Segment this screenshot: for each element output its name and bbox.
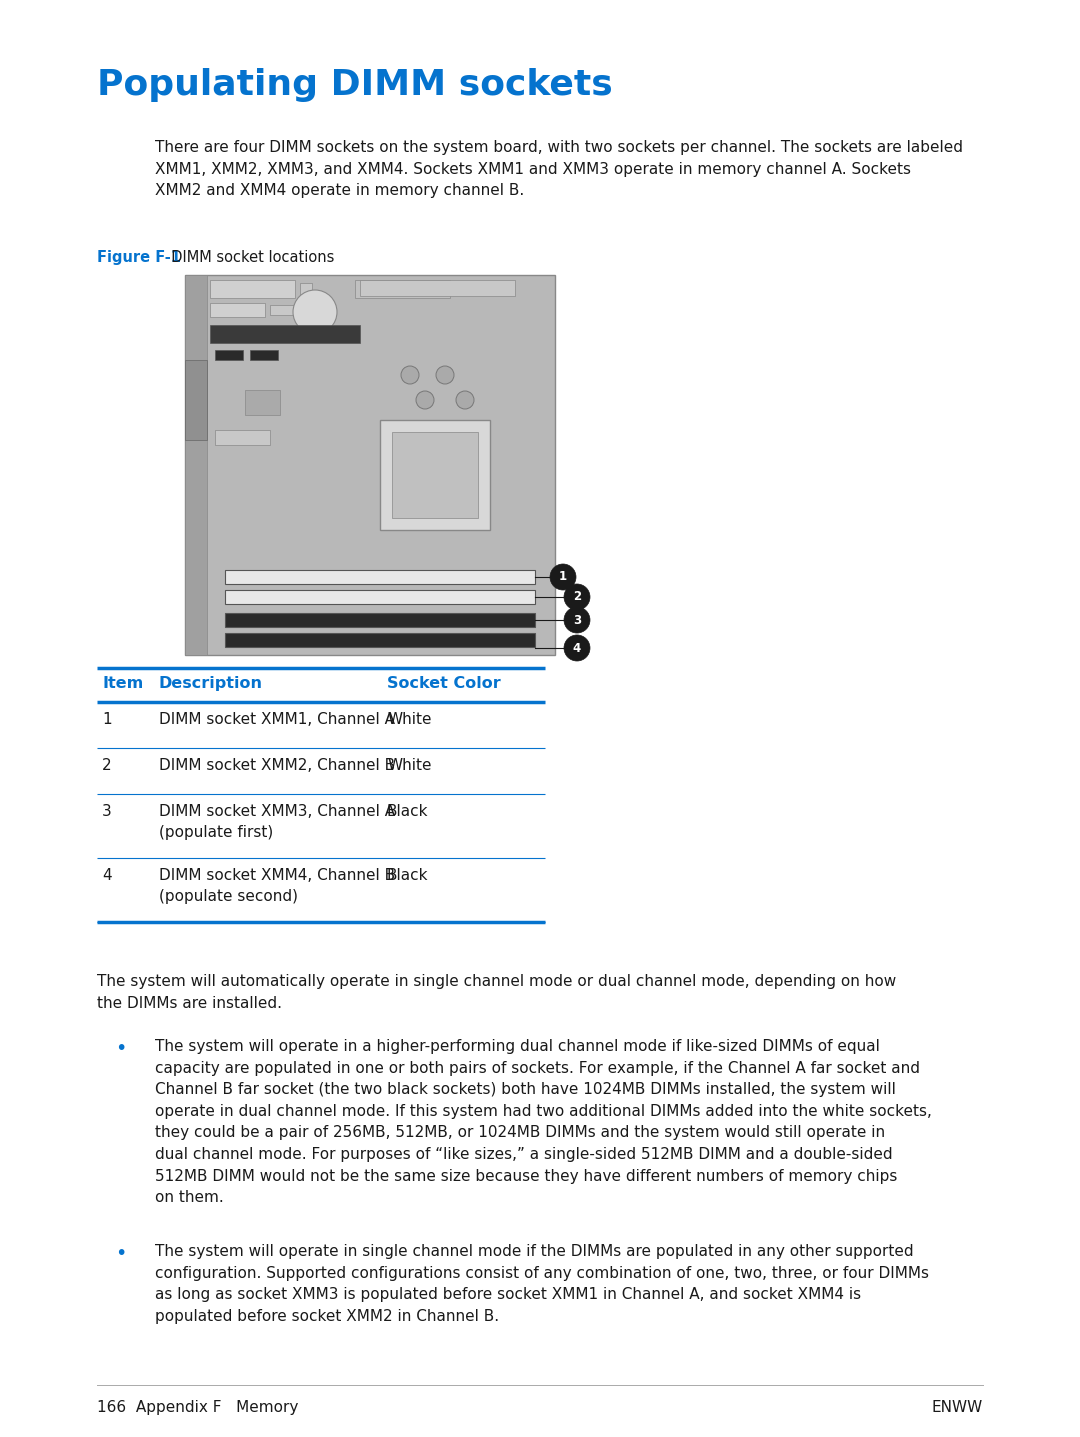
Bar [185,274,555,655]
Text: DIMM socket XMM4, Channel B
(populate second): DIMM socket XMM4, Channel B (populate se… [159,868,395,904]
Text: DIMM socket XMM1, Channel A: DIMM socket XMM1, Channel A [159,711,395,727]
Bar [270,305,295,315]
Text: DIMM socket locations: DIMM socket locations [162,250,335,264]
Text: Item: Item [102,675,144,691]
Bar [245,389,280,415]
Bar [225,634,535,647]
Bar [215,351,243,361]
Circle shape [564,583,590,609]
Text: 2: 2 [102,757,111,773]
Text: •: • [114,1039,126,1058]
Circle shape [564,606,590,634]
Bar [300,283,312,295]
Text: Figure F-1: Figure F-1 [97,250,181,264]
Bar [249,351,278,361]
Text: 4: 4 [572,641,581,654]
Circle shape [456,391,474,410]
Text: Black: Black [387,803,429,819]
Text: 4: 4 [102,868,111,882]
Text: ENWW: ENWW [932,1400,983,1415]
Text: Socket Color: Socket Color [387,675,501,691]
Bar [225,570,535,583]
Circle shape [416,391,434,410]
Text: The system will operate in a higher-performing dual channel mode if like-sized D: The system will operate in a higher-perf… [156,1039,932,1206]
Bar [210,325,360,343]
Circle shape [401,366,419,384]
Text: Black: Black [387,868,429,882]
Bar [355,280,450,297]
Text: Description: Description [159,675,264,691]
Bar [225,614,535,627]
Text: 3: 3 [102,803,111,819]
Circle shape [550,563,576,591]
Bar [380,420,490,530]
Text: Populating DIMM sockets: Populating DIMM sockets [97,68,612,102]
Bar [360,280,515,296]
Text: The system will operate in single channel mode if the DIMMs are populated in any: The system will operate in single channe… [156,1244,929,1323]
Text: 2: 2 [572,591,581,604]
Bar [392,433,478,517]
Circle shape [293,290,337,333]
Bar [210,280,295,297]
Bar [210,303,265,318]
Text: There are four DIMM sockets on the system board, with two sockets per channel. T: There are four DIMM sockets on the syste… [156,139,963,198]
Circle shape [436,366,454,384]
Bar [225,591,535,604]
Text: The system will automatically operate in single channel mode or dual channel mod: The system will automatically operate in… [97,974,896,1010]
Circle shape [564,635,590,661]
Text: 166  Appendix F   Memory: 166 Appendix F Memory [97,1400,298,1415]
Text: 1: 1 [559,570,567,583]
Text: White: White [387,757,432,773]
Text: 3: 3 [572,614,581,627]
Text: •: • [114,1244,126,1263]
Text: 1: 1 [102,711,111,727]
Bar [185,274,207,655]
Text: DIMM socket XMM2, Channel B: DIMM socket XMM2, Channel B [159,757,395,773]
Text: DIMM socket XMM3, Channel A
(populate first): DIMM socket XMM3, Channel A (populate fi… [159,803,395,841]
Text: White: White [387,711,432,727]
Bar [185,361,207,440]
Bar [215,430,270,445]
